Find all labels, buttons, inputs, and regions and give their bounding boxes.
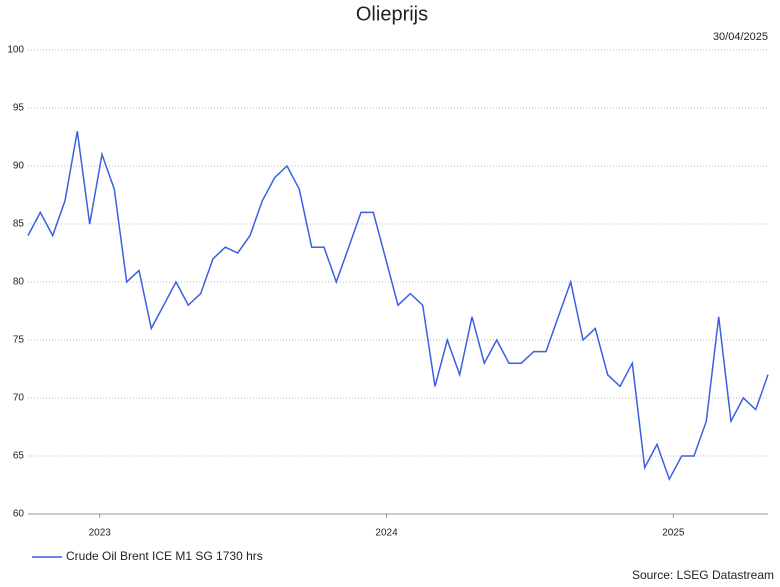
x-tick-label: 2025 xyxy=(662,528,685,539)
y-tick-label: 90 xyxy=(13,161,25,172)
y-tick-label: 100 xyxy=(7,45,24,56)
y-tick-label: 70 xyxy=(13,393,25,404)
y-tick-label: 95 xyxy=(13,103,25,114)
x-tick-label: 2023 xyxy=(89,528,112,539)
y-tick-label: 65 xyxy=(13,451,25,462)
price-line xyxy=(27,131,769,482)
y-tick-label: 80 xyxy=(13,277,25,288)
chart-title: Olieprijs xyxy=(356,3,428,25)
date-label: 30/04/2025 xyxy=(713,31,768,43)
legend-label: Crude Oil Brent ICE M1 SG 1730 hrs xyxy=(66,549,263,563)
y-tick-label: 75 xyxy=(13,335,25,346)
y-tick-label: 85 xyxy=(13,219,25,230)
source: Source: LSEG Datastream xyxy=(632,568,774,582)
y-tick-label: 60 xyxy=(13,509,25,520)
x-tick-label: 2024 xyxy=(375,528,398,539)
